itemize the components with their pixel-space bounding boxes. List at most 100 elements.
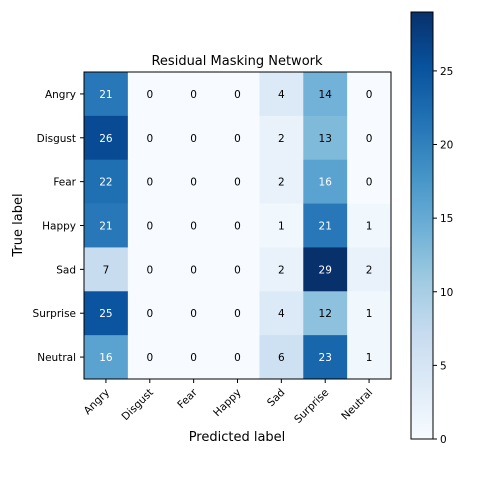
y-tick-label: Neutral	[37, 352, 76, 364]
cell-value-label: 21	[319, 221, 332, 233]
heatmap-cells: 21 0 0 0 4 14 026 0 0 0 2 13 022 0 0 0 2 16 021 0 0 0 1 21 17 0 0 0…	[84, 72, 392, 380]
heatmap-cell	[127, 247, 173, 292]
x-axis-ticks: Angry Disgust Fear Happy Sad Surprise Neutral	[82, 379, 375, 426]
colorbar-tick-label: 10	[440, 287, 453, 299]
heatmap-cell	[84, 203, 129, 248]
cell-value-label: 0	[190, 221, 197, 233]
heatmap-cell	[303, 72, 348, 117]
x-tick-label: Neutral	[339, 387, 375, 423]
y-tick-label: Disgust	[37, 133, 76, 145]
heatmap-cell	[215, 203, 260, 248]
cell-value-label: 0	[190, 89, 197, 101]
colorbar-tick-label: 0	[440, 434, 447, 446]
cell-value-label: 0	[190, 352, 197, 364]
cell-value-label: 14	[319, 89, 333, 101]
cell-value-label: 0	[366, 177, 373, 189]
heatmap-cell	[171, 203, 216, 248]
cell-value-label: 0	[146, 264, 153, 276]
cell-value-label: 0	[190, 308, 197, 320]
heatmap-cell	[171, 335, 216, 380]
cell-value-label: 6	[278, 352, 285, 364]
cell-value-label: 26	[99, 133, 113, 145]
y-tick-label: Surprise	[33, 308, 76, 320]
cell-value-label: 22	[99, 177, 112, 189]
colorbar-tick-label: 25	[440, 66, 453, 78]
cell-value-label: 0	[234, 89, 241, 101]
heatmap-cell	[84, 247, 129, 292]
cell-value-label: 16	[99, 352, 113, 364]
heatmap-cell	[215, 72, 260, 117]
heatmap-cell	[215, 159, 260, 204]
cell-value-label: 1	[366, 308, 373, 320]
heatmap-cell	[127, 115, 173, 161]
cell-value-label: 21	[99, 89, 112, 101]
cell-value-label: 0	[146, 177, 153, 189]
colorbar-tick-label: 5	[440, 360, 447, 372]
heatmap-cell	[215, 115, 260, 161]
cell-value-label: 2	[366, 264, 373, 276]
heatmap-cell	[347, 115, 392, 161]
colorbar-tick-label: 15	[440, 213, 453, 225]
x-tick-label: Sad	[265, 387, 287, 409]
heatmap-cell	[347, 203, 392, 248]
heatmap-cell	[347, 247, 392, 292]
cell-value-label: 21	[99, 221, 112, 233]
y-axis-ticks: Angry Disgust Fear Happy Sad Surprise Neutral	[33, 89, 84, 364]
heatmap-cell	[259, 335, 304, 380]
cell-value-label: 1	[278, 221, 285, 233]
heatmap-cell	[303, 115, 348, 161]
heatmap-cell	[171, 291, 216, 336]
heatmap-cell	[84, 335, 129, 380]
cell-value-label: 0	[366, 133, 373, 145]
cell-value-label: 29	[319, 264, 332, 276]
x-tick-label: Happy	[211, 387, 243, 419]
cell-value-label: 0	[234, 133, 241, 145]
chart-title: Residual Masking Network	[151, 54, 323, 69]
x-tick-label: Angry	[82, 387, 112, 417]
heatmap-cell	[171, 159, 216, 204]
cell-value-label: 0	[234, 308, 241, 320]
cell-value-label: 4	[278, 308, 285, 320]
cell-value-label: 0	[234, 264, 241, 276]
x-tick-label: Surprise	[292, 387, 331, 426]
cell-value-label: 23	[319, 352, 332, 364]
heatmap-cell	[84, 291, 129, 336]
heatmap-cell	[127, 159, 173, 204]
heatmap-cell	[347, 335, 392, 380]
heatmap-cell	[215, 291, 260, 336]
heatmap-cell	[303, 335, 348, 380]
heatmap-cell	[84, 72, 129, 117]
y-tick-label: Happy	[42, 221, 76, 233]
cell-value-label: 0	[234, 221, 241, 233]
heatmap-cell	[303, 159, 348, 204]
x-axis-label: Predicted label	[189, 430, 286, 445]
heatmap-cell	[215, 335, 260, 380]
heatmap-cell	[347, 291, 392, 336]
heatmap-cell	[84, 159, 129, 204]
heatmap-cell	[259, 72, 304, 117]
cell-value-label: 0	[146, 308, 153, 320]
heatmap-cell	[259, 203, 304, 248]
cell-value-label: 0	[146, 133, 153, 145]
cell-value-label: 7	[103, 264, 110, 276]
cell-value-label: 0	[234, 177, 241, 189]
cell-value-label: 13	[319, 133, 332, 145]
heatmap-cell	[303, 203, 348, 248]
y-tick-label: Angry	[45, 89, 76, 101]
cell-value-label: 0	[146, 221, 153, 233]
cell-value-label: 0	[146, 352, 153, 364]
cell-value-label: 2	[278, 133, 285, 145]
heatmap-cell	[171, 247, 216, 292]
heatmap-cell	[347, 159, 392, 204]
colorbar-ticks: 0 5 10 15 20 25	[433, 66, 453, 446]
x-tick-label: Fear	[175, 386, 200, 411]
colorbar	[410, 11, 434, 440]
heatmap-cell	[127, 335, 173, 380]
cell-value-label: 2	[278, 177, 285, 189]
heatmap-cell	[259, 115, 304, 161]
heatmap-cell	[127, 72, 173, 117]
cell-value-label: 1	[366, 352, 373, 364]
heatmap-cell	[127, 291, 173, 336]
cell-value-label: 16	[319, 177, 333, 189]
